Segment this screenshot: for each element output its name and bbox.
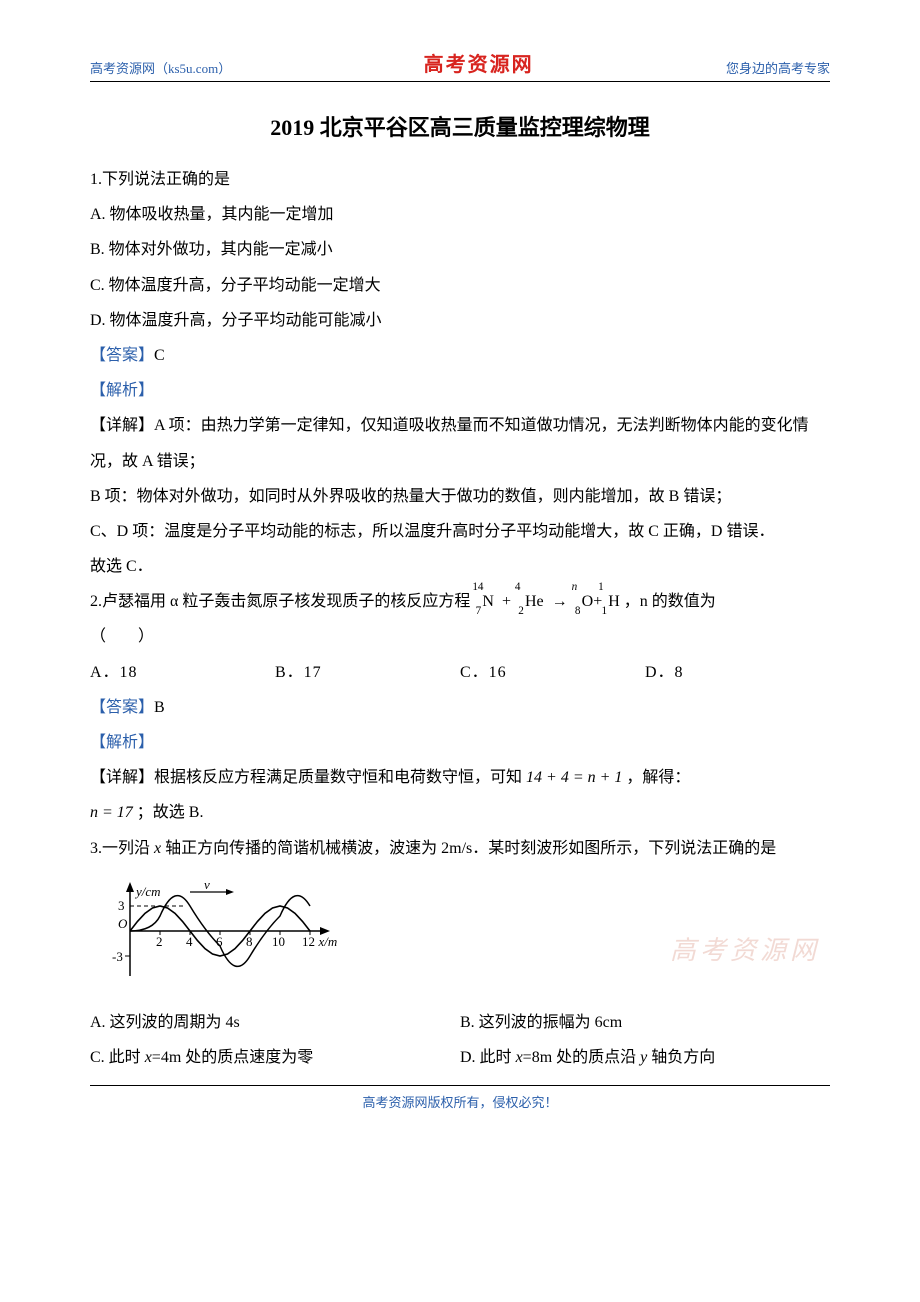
q1-explain-a: 【详解】A 项：由热力学第一定律知，仅知道吸收热量而不知道做功情况，无法判断物体…: [90, 408, 830, 478]
y-axis-label: y/cm: [134, 884, 161, 899]
y-tick-3: 3: [118, 898, 125, 913]
q1-option-d: D. 物体温度升高，分子平均动能可能减小: [90, 303, 830, 338]
header-center-text: 高考资源网: [424, 54, 534, 76]
q2-analysis-label: 【解析】: [90, 725, 830, 760]
x-tick-2: 2: [156, 934, 163, 949]
q3-option-c: C. 此时 x=4m 处的质点速度为零: [90, 1040, 460, 1075]
header-center: 高考资源网: [231, 48, 726, 77]
wave-chart-svg: 3 -3 O y/cm v: [100, 876, 340, 986]
q2-paren: （ ）: [90, 619, 830, 654]
q3-stem-pre: 3.一列沿: [90, 840, 154, 857]
q1-stem: 1.下列说法正确的是: [90, 162, 830, 197]
q3-stem: 3.一列沿 x 轴正方向传播的简谐机械横波，波速为 2m/s．某时刻波形如图所示…: [90, 831, 830, 866]
page-header: 高考资源网（ks5u.com） 高考资源网 您身边的高考专家: [90, 48, 830, 82]
x-axis-label: x/m: [312, 934, 337, 949]
x-tick-10: 10: [272, 934, 285, 949]
x-tick-8: 8: [246, 934, 253, 949]
q2-exp-post: ；故选 B.: [137, 804, 204, 821]
q3-d-x: x: [516, 1049, 523, 1066]
x-tick-6: 6: [216, 934, 223, 949]
q1-option-b: B. 物体对外做功，其内能一定减小: [90, 232, 830, 267]
q2-exp-n: n = 17: [90, 804, 133, 821]
q2-options: A．18 B．17 C．16 D．8: [90, 655, 830, 690]
q3-option-b: B. 这列波的振幅为 6cm: [460, 1005, 830, 1040]
origin-label: O: [118, 916, 128, 931]
q3-options-row1: A. 这列波的周期为 4s B. 这列波的振幅为 6cm: [90, 1005, 830, 1040]
q1-option-c: C. 物体温度升高，分子平均动能一定增大: [90, 268, 830, 303]
page-footer: 高考资源网版权所有，侵权必究！: [90, 1085, 830, 1111]
q3-d-end: 轴负方向: [647, 1049, 715, 1066]
velocity-label: v: [204, 877, 210, 892]
q3-option-a: A. 这列波的周期为 4s: [90, 1005, 460, 1040]
q2-option-b: B．17: [275, 655, 460, 690]
answer-value: C: [154, 347, 165, 364]
header-right: 您身边的高考专家: [726, 58, 830, 77]
q1-option-a: A. 物体吸收热量，其内能一定增加: [90, 197, 830, 232]
q2-stem: 2.卢瑟福用 α 粒子轰击氮原子核发现质子的核反应方程 147N + 42He …: [90, 584, 830, 619]
q3-d-pre: D. 此时: [460, 1049, 516, 1066]
q2-explain: 【详解】根据核反应方程满足质量数守恒和电荷数守恒，可知 14 + 4 = n +…: [90, 760, 830, 795]
q1-answer: 【答案】C: [90, 338, 830, 373]
q3-option-d: D. 此时 x=8m 处的质点沿 y 轴负方向: [460, 1040, 830, 1075]
answer-label: 【答案】: [90, 699, 154, 716]
document-body: 1.下列说法正确的是 A. 物体吸收热量，其内能一定增加 B. 物体对外做功，其…: [90, 162, 830, 1075]
q2-stem-post: ，n 的数值为: [624, 593, 716, 610]
q3-stem-post: 轴正方向传播的简谐机械横波，波速为 2m/s．某时刻波形如图所示，下列说法正确的…: [161, 840, 776, 857]
q3-d-post: =8m 处的质点沿: [523, 1049, 640, 1066]
y-tick-neg3: -3: [112, 949, 123, 964]
x-tick-4: 4: [186, 934, 193, 949]
answer-value: B: [154, 699, 165, 716]
document-title: 2019 北京平谷区高三质量监控理综物理: [90, 110, 830, 142]
q3-c-post: =4m 处的质点速度为零: [152, 1049, 313, 1066]
q2-option-c: C．16: [460, 655, 645, 690]
q2-exp-eq: 14 + 4 = n + 1: [526, 769, 622, 786]
q1-explain-cd: C、D 项：温度是分子平均动能的标志，所以温度升高时分子平均动能增大，故 C 正…: [90, 514, 830, 549]
header-left: 高考资源网（ks5u.com）: [90, 58, 231, 77]
q2-explain-2: n = 17 ；故选 B.: [90, 795, 830, 830]
q3-c-pre: C. 此时: [90, 1049, 145, 1066]
q2-exp-pre: 【详解】根据核反应方程满足质量数守恒和电荷数守恒，可知: [90, 769, 522, 786]
q2-option-d: D．8: [645, 655, 830, 690]
q1-explain-b: B 项：物体对外做功，如同时从外界吸收的热量大于做功的数值，则内能增加，故 B …: [90, 479, 830, 514]
q2-answer: 【答案】B: [90, 690, 830, 725]
q2-option-a: A．18: [90, 655, 275, 690]
q3-c-x: x: [145, 1049, 152, 1066]
q1-conclusion: 故选 C．: [90, 549, 830, 584]
nuclear-equation: 147N + 42He → n8O+11H: [474, 593, 623, 610]
q1-analysis-label: 【解析】: [90, 373, 830, 408]
q2-stem-pre: 2.卢瑟福用 α 粒子轰击氮原子核发现质子的核反应方程: [90, 593, 470, 610]
q2-exp-mid: ，解得：: [626, 769, 690, 786]
wave-chart: 3 -3 O y/cm v: [100, 876, 830, 999]
answer-label: 【答案】: [90, 347, 154, 364]
q3-options-row2: C. 此时 x=4m 处的质点速度为零 D. 此时 x=8m 处的质点沿 y 轴…: [90, 1040, 830, 1075]
